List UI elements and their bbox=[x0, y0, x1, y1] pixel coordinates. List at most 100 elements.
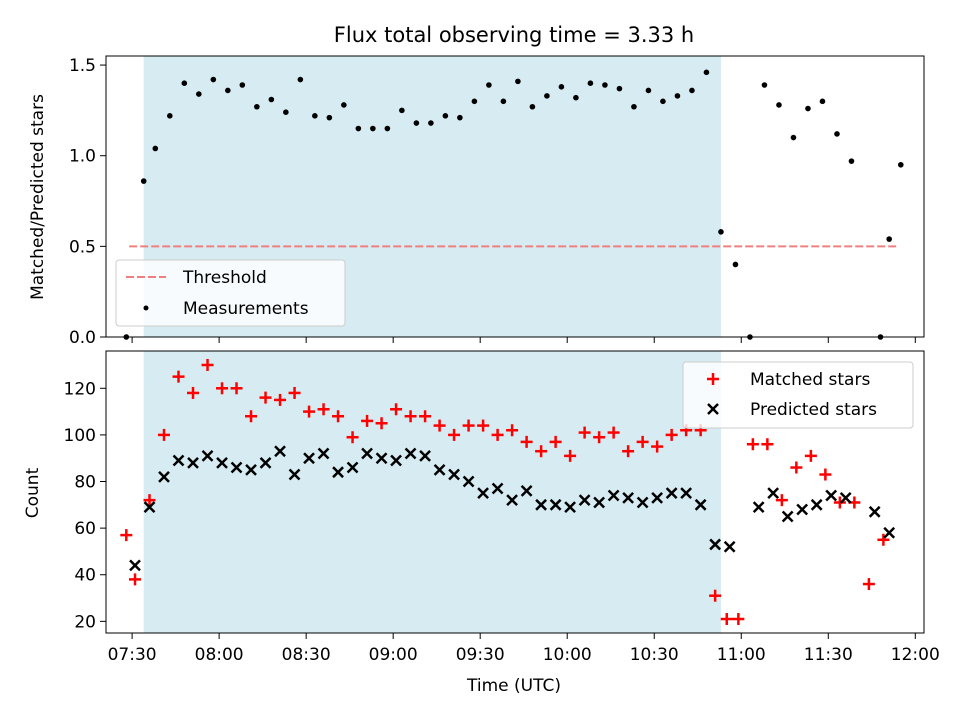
matched-star-point bbox=[520, 435, 533, 448]
predicted-star-point bbox=[622, 491, 635, 504]
predicted-star-point bbox=[448, 468, 460, 481]
legend-predicted-label: Predicted stars bbox=[750, 400, 877, 420]
y-tick-label: 20 bbox=[74, 612, 96, 632]
predicted-star-point bbox=[709, 538, 722, 551]
matched-star-point bbox=[158, 428, 171, 441]
predicted-star-point bbox=[419, 449, 431, 462]
matched-star-point bbox=[761, 438, 774, 451]
measurement-point bbox=[355, 125, 362, 132]
predicted-star-point bbox=[477, 487, 489, 500]
x-tick-label: 12:00 bbox=[891, 645, 940, 665]
matched-star-point bbox=[477, 419, 490, 432]
matched-star-point bbox=[732, 613, 745, 626]
predicted-star-point bbox=[868, 505, 881, 518]
measurement-point bbox=[660, 98, 666, 105]
bottom-y-axis-label: Count bbox=[23, 467, 43, 518]
predicted-star-point bbox=[564, 501, 576, 514]
predicted-star-point bbox=[578, 494, 591, 507]
matched-star-point bbox=[819, 468, 832, 481]
bottom-panel: 20 40 60 80 100 120 07:30 08:00 08:30 09:00 09:30… bbox=[23, 350, 940, 696]
measurement-point bbox=[442, 113, 449, 119]
top-axes-frame bbox=[105, 55, 925, 338]
measurement-point bbox=[819, 98, 826, 105]
measurement-point bbox=[500, 98, 507, 105]
y-tick-label: 80 bbox=[74, 473, 96, 493]
measurement-point bbox=[761, 82, 768, 88]
measurements-series bbox=[123, 69, 904, 340]
measurement-point bbox=[326, 114, 333, 121]
x-axis-label: Time (UTC) bbox=[466, 676, 561, 696]
matched-star-point bbox=[390, 403, 403, 416]
measurement-point bbox=[167, 113, 173, 119]
measurement-point bbox=[297, 76, 304, 83]
matched-star-point bbox=[549, 435, 562, 448]
predicted-star-point bbox=[781, 510, 794, 523]
y-tick-label: 0.5 bbox=[69, 237, 96, 257]
measurement-point bbox=[239, 82, 246, 88]
top-panel: 0.0 0.5 1.0 1.5 Matched/Predicted stars Thr… bbox=[28, 55, 925, 348]
measurement-point bbox=[210, 76, 217, 83]
matched-star-point bbox=[375, 417, 388, 430]
x-tick-label: 08:00 bbox=[195, 645, 244, 665]
top-legend-box bbox=[115, 259, 346, 327]
matched-star-point bbox=[862, 578, 875, 591]
x-tick-label: 07:30 bbox=[108, 645, 157, 665]
x-tick-label: 08:30 bbox=[282, 645, 331, 665]
bottom-legend-box bbox=[682, 361, 914, 429]
predicted-star-point bbox=[317, 447, 330, 460]
predicted-star-point bbox=[607, 489, 620, 502]
x-tick-label: 10:30 bbox=[630, 645, 679, 665]
legend-measurements-label: Measurements bbox=[183, 299, 309, 319]
matched-star-point bbox=[303, 405, 316, 418]
matched-star-point bbox=[433, 419, 446, 432]
measurement-point bbox=[140, 178, 147, 184]
bottom-legend: Matched stars Predicted stars bbox=[682, 361, 914, 429]
top-y-axis: 0.0 0.5 1.0 1.5 bbox=[69, 56, 106, 348]
measurement-point bbox=[848, 158, 855, 164]
matched-star-point bbox=[877, 533, 890, 546]
predicted-stars-series bbox=[129, 445, 896, 572]
measurement-point bbox=[529, 103, 536, 110]
matched-star-point bbox=[746, 438, 759, 451]
predicted-star-point bbox=[462, 475, 475, 488]
chart-title: Flux total observing time = 3.33 h bbox=[334, 23, 694, 47]
matched-star-point bbox=[564, 449, 577, 462]
matched-stars-series bbox=[120, 358, 890, 626]
predicted-star-point bbox=[680, 487, 693, 500]
y-tick-label: 0.0 bbox=[69, 328, 96, 348]
bottom-y-axis: 20 40 60 80 100 120 bbox=[64, 379, 106, 632]
matched-star-point bbox=[361, 414, 374, 427]
x-tick-label: 11:00 bbox=[717, 645, 766, 665]
matched-star-point bbox=[332, 410, 345, 423]
predicted-star-point bbox=[143, 501, 156, 514]
measurement-point bbox=[834, 131, 840, 137]
measurement-point bbox=[370, 125, 376, 132]
predicted-star-point bbox=[883, 526, 896, 539]
predicted-star-point bbox=[303, 452, 315, 465]
bottom-shaded-region bbox=[143, 351, 721, 633]
measurement-point bbox=[341, 102, 347, 108]
matched-star-point bbox=[187, 386, 200, 399]
matched-star-point bbox=[622, 445, 635, 458]
top-legend: Threshold Measurements bbox=[115, 259, 346, 327]
predicted-star-point bbox=[274, 445, 286, 458]
matched-star-point bbox=[636, 435, 649, 448]
legend-measurements-swatch bbox=[143, 305, 149, 311]
predicted-star-point bbox=[259, 456, 272, 469]
measurement-point bbox=[573, 94, 579, 101]
measurement-point bbox=[631, 103, 637, 110]
measurement-point bbox=[225, 87, 231, 94]
matched-star-point bbox=[288, 386, 301, 399]
x-tick-label: 09:00 bbox=[369, 645, 418, 665]
predicted-star-point bbox=[796, 503, 809, 516]
y-tick-label: 120 bbox=[64, 379, 96, 399]
measurement-point bbox=[558, 84, 565, 90]
legend-threshold-label: Threshold bbox=[182, 268, 267, 288]
predicted-star-point bbox=[506, 494, 518, 507]
predicted-star-point bbox=[810, 498, 823, 511]
measurement-point bbox=[254, 103, 260, 110]
measurement-point bbox=[399, 107, 405, 114]
predicted-star-point bbox=[491, 482, 504, 495]
matched-star-point bbox=[259, 391, 272, 404]
